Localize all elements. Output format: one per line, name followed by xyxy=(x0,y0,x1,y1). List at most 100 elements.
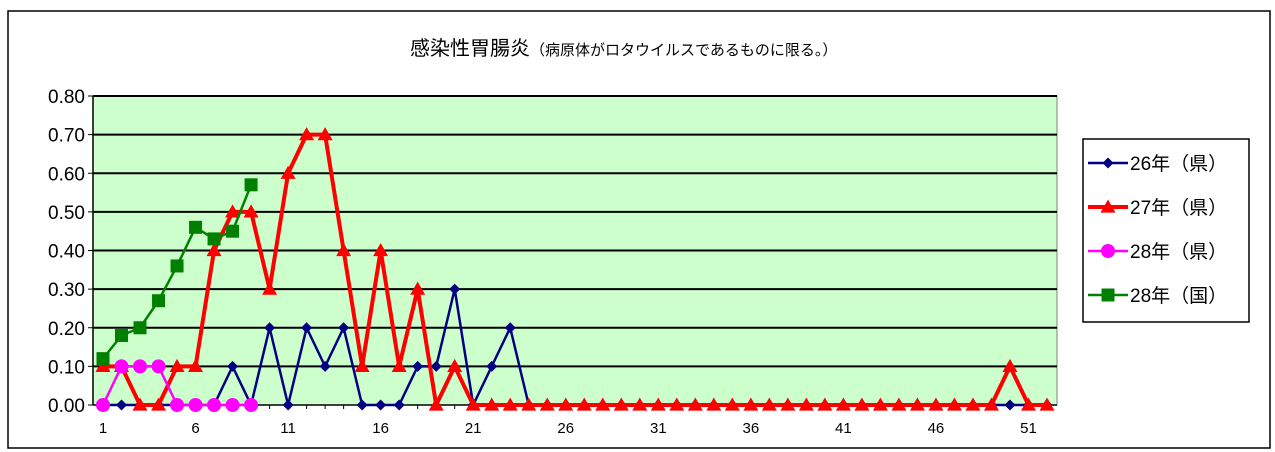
y-tick-label: 0.60 xyxy=(48,164,85,185)
data-point xyxy=(1020,397,1036,411)
y-tick-label: 0.20 xyxy=(48,319,85,340)
data-point xyxy=(687,397,703,411)
data-point xyxy=(393,399,405,411)
data-point xyxy=(817,397,833,411)
data-point xyxy=(301,322,313,334)
series-2 xyxy=(95,127,1055,411)
data-point xyxy=(152,294,166,308)
legend-marker xyxy=(1100,199,1116,213)
data-point xyxy=(262,281,278,295)
data-point xyxy=(354,358,370,372)
data-point xyxy=(891,397,907,411)
data-point xyxy=(227,360,239,372)
data-point xyxy=(207,398,222,412)
data-point xyxy=(132,397,148,411)
data-point xyxy=(1002,358,1018,372)
data-point xyxy=(780,397,796,411)
data-point xyxy=(188,398,203,412)
legend-label: 28年（県） xyxy=(1130,241,1227,263)
data-point xyxy=(114,359,129,374)
data-point xyxy=(743,397,759,411)
legend-label: 28年（国） xyxy=(1130,285,1227,307)
data-point xyxy=(854,397,870,411)
y-tick-label: 0.80 xyxy=(48,87,85,108)
data-point xyxy=(170,398,185,412)
data-point xyxy=(151,359,166,374)
series-layer xyxy=(95,127,1055,412)
data-point xyxy=(151,397,167,411)
data-point xyxy=(965,397,981,411)
legend-item: 28年（国） xyxy=(1088,285,1227,307)
chart-title: 感染性胃腸炎 xyxy=(410,37,530,60)
legend: 26年（県） 27年（県） 28年（県） 28年（国） xyxy=(1082,138,1250,323)
legend-label: 27年（県） xyxy=(1130,197,1227,219)
data-point xyxy=(206,243,222,257)
data-point xyxy=(1004,399,1016,411)
data-point xyxy=(410,281,426,295)
data-point xyxy=(504,322,516,334)
data-point xyxy=(465,397,481,411)
data-point xyxy=(447,358,463,372)
legend-marker xyxy=(1101,244,1115,258)
data-point xyxy=(946,397,962,411)
data-point xyxy=(336,243,352,257)
y-axis: 0.00 0.10 0.20 0.30 0.40 0.50 0.60 0.70 0.80 xyxy=(48,87,94,417)
data-point xyxy=(95,358,111,372)
data-point xyxy=(872,397,888,411)
data-point xyxy=(706,397,722,411)
data-point xyxy=(170,259,184,273)
data-point xyxy=(96,398,110,412)
series-line xyxy=(103,132,1047,407)
data-point xyxy=(373,243,389,257)
data-point xyxy=(428,397,444,411)
data-point xyxy=(243,204,259,218)
y-tick-label: 0.00 xyxy=(48,396,85,417)
legend-marker xyxy=(1101,288,1115,302)
data-point xyxy=(280,165,296,179)
data-point xyxy=(486,360,498,372)
data-point xyxy=(798,397,814,411)
data-point xyxy=(375,399,387,411)
data-point xyxy=(225,204,241,218)
data-point xyxy=(928,397,944,411)
data-point xyxy=(412,360,424,372)
legend-item: 28年（県） xyxy=(1088,241,1227,263)
data-point xyxy=(244,178,258,192)
data-point xyxy=(1039,397,1055,411)
data-point xyxy=(225,398,240,412)
data-point xyxy=(632,397,648,411)
data-point xyxy=(338,322,350,334)
data-point xyxy=(115,328,129,342)
data-point xyxy=(391,358,407,372)
data-point xyxy=(650,397,666,411)
series-3 xyxy=(96,359,259,412)
data-point xyxy=(282,399,294,411)
data-point xyxy=(356,399,368,411)
data-point xyxy=(576,397,592,411)
x-tick-label: 26 xyxy=(557,420,574,437)
data-point xyxy=(264,322,276,334)
data-point xyxy=(669,397,685,411)
data-point xyxy=(539,397,555,411)
data-point xyxy=(558,397,574,411)
y-tick-label: 0.40 xyxy=(48,242,85,263)
data-point xyxy=(484,397,500,411)
data-point xyxy=(430,360,442,372)
y-tick-label: 0.50 xyxy=(48,203,85,224)
data-point xyxy=(613,397,629,411)
x-tick-label: 31 xyxy=(650,420,667,437)
legend-marker xyxy=(1102,157,1114,169)
legend-item: 27年（県） xyxy=(1088,197,1227,219)
x-tick-label: 51 xyxy=(1020,420,1037,437)
legend-item: 26年（県） xyxy=(1088,153,1227,175)
data-point xyxy=(909,397,925,411)
data-point xyxy=(761,397,777,411)
data-point xyxy=(317,127,333,141)
data-point xyxy=(189,220,203,234)
data-point xyxy=(724,397,740,411)
data-point xyxy=(521,397,537,411)
x-tick-label: 21 xyxy=(465,420,482,437)
x-tick-label: 16 xyxy=(372,420,389,437)
x-tick-label: 6 xyxy=(191,420,199,437)
